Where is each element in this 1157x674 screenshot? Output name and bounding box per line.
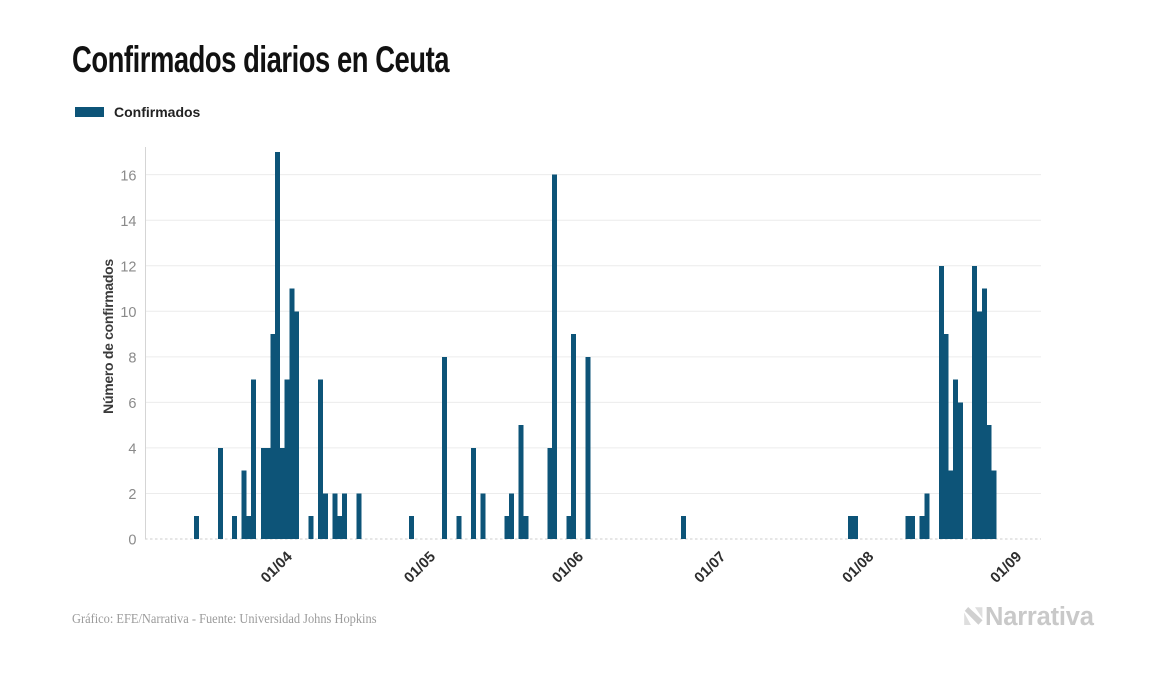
svg-text:0: 0 [128, 533, 136, 549]
svg-text:14: 14 [120, 214, 136, 230]
svg-text:10: 10 [120, 305, 136, 321]
svg-text:6: 6 [128, 396, 136, 412]
svg-text:16: 16 [120, 168, 136, 184]
svg-text:01/09: 01/09 [988, 549, 1025, 586]
svg-text:Narrativa: Narrativa [985, 603, 1095, 631]
svg-text:2: 2 [128, 487, 136, 503]
svg-text:01/04: 01/04 [258, 548, 296, 586]
svg-text:4: 4 [128, 442, 136, 458]
svg-text:12: 12 [120, 259, 136, 275]
svg-text:01/05: 01/05 [402, 549, 439, 586]
svg-text:01/08: 01/08 [840, 549, 877, 586]
svg-text:01/06: 01/06 [550, 549, 587, 586]
svg-text:01/07: 01/07 [692, 549, 729, 586]
svg-text:8: 8 [128, 350, 136, 366]
svg-text:Número de confirmados: Número de confirmados [100, 259, 116, 414]
